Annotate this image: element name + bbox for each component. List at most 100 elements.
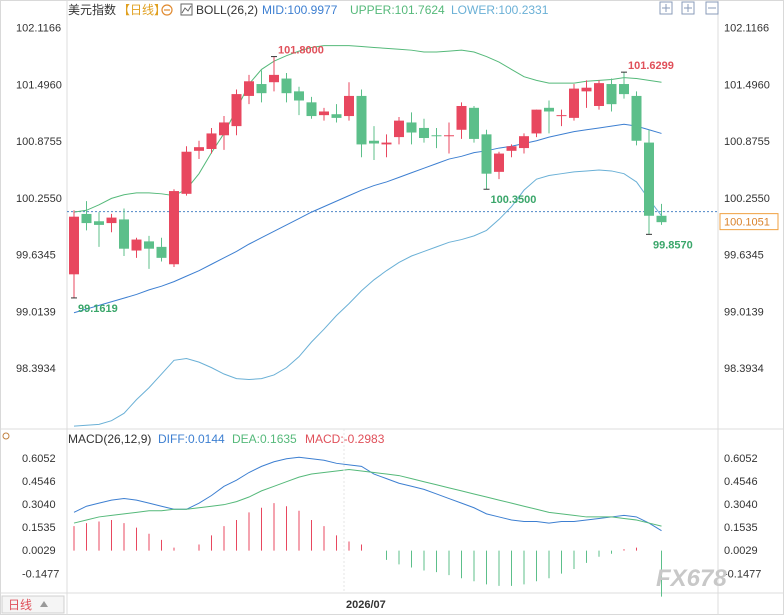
indicator-chart-icon[interactable] [180, 3, 193, 16]
candle-body [406, 122, 417, 133]
candle-body [269, 74, 279, 83]
watermark: FX678 [656, 565, 727, 592]
candle-body [631, 95, 642, 141]
macd-tick-right: 0.3040 [724, 499, 758, 511]
candle [106, 213, 117, 233]
candle [169, 189, 179, 267]
candle-body [319, 111, 329, 116]
price-tick-right: 99.0139 [724, 306, 764, 318]
period-button[interactable]: 日线 [1, 595, 65, 614]
candle [181, 146, 192, 196]
candle [331, 104, 342, 123]
boll-upper-value: UPPER:101.7624 [350, 3, 445, 17]
macd-tick-left: 0.3040 [22, 499, 56, 511]
candle [156, 237, 167, 262]
candle-body [281, 78, 292, 94]
macd-tick-right: 0.1535 [724, 522, 758, 534]
candle [94, 212, 104, 247]
price-tick-right: 100.2550 [724, 193, 770, 205]
candle-body [556, 115, 567, 117]
candle-body [606, 84, 617, 105]
candle [644, 129, 654, 235]
candles [69, 56, 667, 299]
candle [194, 140, 204, 160]
candle [544, 100, 554, 134]
macd-tick-right: 0.0029 [724, 545, 758, 557]
zoom-out-icon[interactable] [705, 1, 719, 15]
candle-body [394, 120, 404, 138]
candle-body [506, 146, 517, 151]
price-tick-left: 98.3934 [16, 363, 56, 375]
boll-mid-value: MID:100.9977 [262, 3, 338, 17]
candle [481, 129, 492, 190]
macd-tick-left: 0.6052 [22, 453, 56, 465]
price-annotation-label: 101.6299 [628, 60, 674, 72]
period-label: 【日线】 [118, 3, 166, 17]
boll-mid-line [73, 123, 662, 314]
price-tick-left: 100.8755 [16, 136, 62, 148]
period-button-label: 日线 [8, 598, 32, 612]
price-annotation-label: 99.1619 [78, 303, 118, 315]
candle-body [519, 136, 529, 149]
candle [81, 201, 92, 231]
candle [244, 74, 254, 105]
candle [219, 116, 229, 150]
boll-lower-line [73, 169, 662, 427]
candle-body [456, 105, 467, 130]
macd-settings-icon[interactable] [2, 432, 10, 440]
candle-body [431, 135, 442, 137]
crosshair-icon[interactable] [659, 1, 673, 15]
price-tick-left: 99.6345 [16, 250, 56, 262]
price-annotation-label: 101.8000 [278, 45, 324, 57]
candle-body [106, 217, 117, 224]
macd-diff-line [73, 456, 662, 532]
price-tick-left: 99.0139 [16, 306, 56, 318]
macd-tick-left: 0.4546 [22, 476, 56, 488]
boll-upper-line [73, 45, 662, 213]
settings-icon[interactable] [161, 4, 173, 16]
zoom-in-icon[interactable] [681, 1, 695, 15]
candle-body [344, 95, 354, 117]
candle [281, 73, 292, 103]
candle [144, 235, 154, 269]
candle-body [581, 87, 592, 92]
candle [506, 144, 517, 158]
candle [319, 107, 329, 121]
candle-body [369, 140, 379, 144]
price-tick-right: 99.6345 [724, 250, 764, 262]
macd-histogram-value: MACD:-0.2983 [305, 432, 385, 446]
boll-label: BOLL(26,2) [196, 3, 258, 17]
candle-body [494, 153, 504, 172]
price-tick-left: 101.4960 [16, 79, 62, 91]
candle-body [181, 151, 192, 194]
macd-histogram [73, 503, 662, 597]
candle-body [469, 107, 479, 139]
macd-axis: 0.6052 0.6052 0.4546 0.4546 0.3040 0.3040 0.15… [22, 453, 761, 580]
candle [569, 84, 579, 121]
candle-body [656, 215, 667, 223]
candle [444, 122, 454, 154]
macd-dea-value: DEA:0.1635 [232, 432, 297, 446]
boll-lower-value: LOWER:100.2331 [451, 3, 549, 17]
candle-body [544, 107, 554, 112]
candle [306, 96, 317, 119]
candle [231, 89, 242, 136]
candle-body [81, 213, 92, 224]
candle [269, 56, 279, 92]
candle [556, 109, 567, 127]
candle [456, 102, 467, 139]
candle [606, 78, 617, 112]
candle-body [419, 127, 429, 139]
current-price-tag: 100.1051 [719, 213, 779, 231]
candle-body [131, 239, 142, 251]
candle [419, 118, 429, 143]
instrument-title: 美元指数 [68, 2, 116, 17]
candle-body [219, 122, 229, 136]
candle-body [644, 142, 654, 216]
candle-body [119, 219, 129, 249]
candle [619, 72, 629, 99]
candle-body [594, 83, 604, 106]
candle [394, 116, 404, 145]
price-annotations: 101.8000 101.6299 100.3500 99.8570 99.1619 [71, 45, 693, 315]
